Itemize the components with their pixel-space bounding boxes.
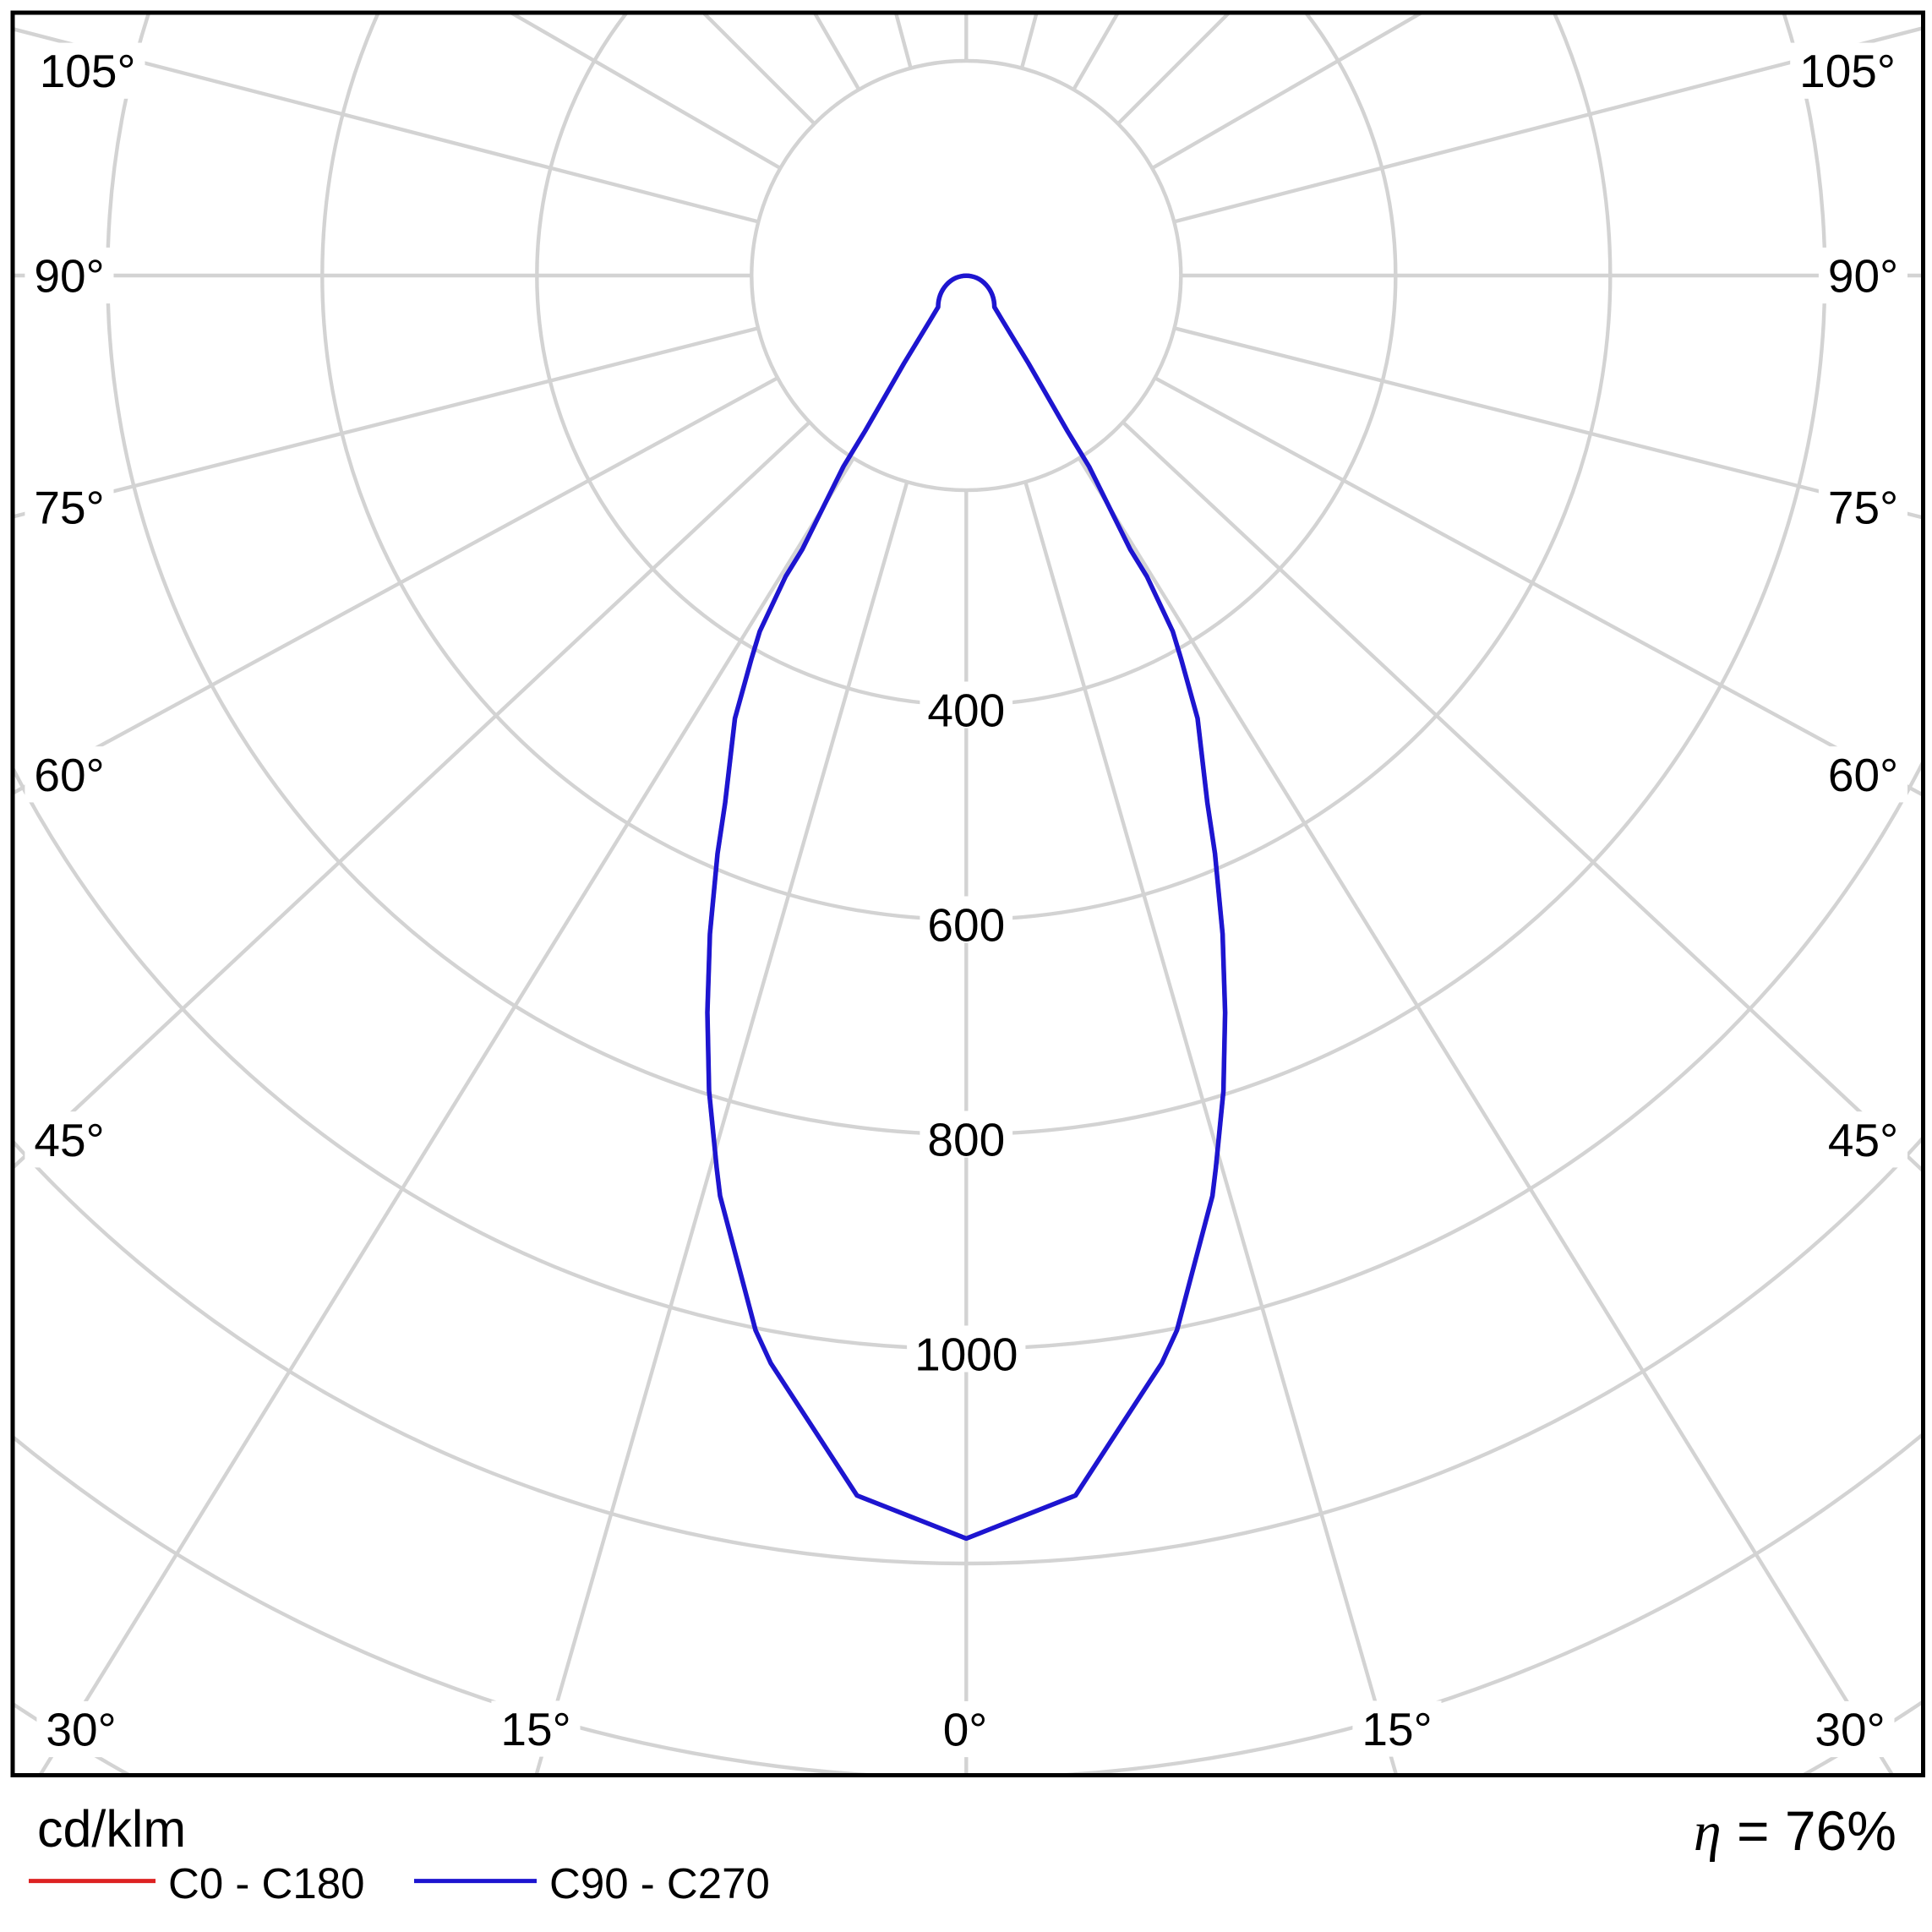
svg-text:60°: 60° xyxy=(1828,749,1898,801)
svg-text:75°: 75° xyxy=(1828,481,1898,533)
svg-text:800: 800 xyxy=(927,1114,1005,1166)
svg-text:30°: 30° xyxy=(46,1704,116,1756)
svg-text:C0 - C180: C0 - C180 xyxy=(168,1859,364,1907)
svg-text:90°: 90° xyxy=(34,250,104,303)
svg-text:15°: 15° xyxy=(1362,1703,1432,1755)
svg-text:90°: 90° xyxy=(1828,250,1898,303)
svg-text:45°: 45° xyxy=(34,1114,104,1166)
svg-text:cd/klm: cd/klm xyxy=(37,1800,186,1858)
svg-text:C90 - C270: C90 - C270 xyxy=(549,1859,770,1907)
svg-text:105°: 105° xyxy=(1799,45,1896,97)
svg-text:75°: 75° xyxy=(34,481,104,533)
svg-text:45°: 45° xyxy=(1828,1114,1898,1166)
svg-text:15°: 15° xyxy=(500,1703,570,1755)
svg-text:0°: 0° xyxy=(943,1704,988,1756)
svg-text:600: 600 xyxy=(927,899,1005,952)
svg-text:60°: 60° xyxy=(34,749,104,801)
svg-text:105°: 105° xyxy=(40,45,136,97)
svg-text:1000: 1000 xyxy=(914,1329,1018,1381)
svg-text:30°: 30° xyxy=(1815,1704,1885,1756)
svg-text:400: 400 xyxy=(927,685,1005,737)
svg-text:η = 76%: η = 76% xyxy=(1694,1799,1897,1863)
